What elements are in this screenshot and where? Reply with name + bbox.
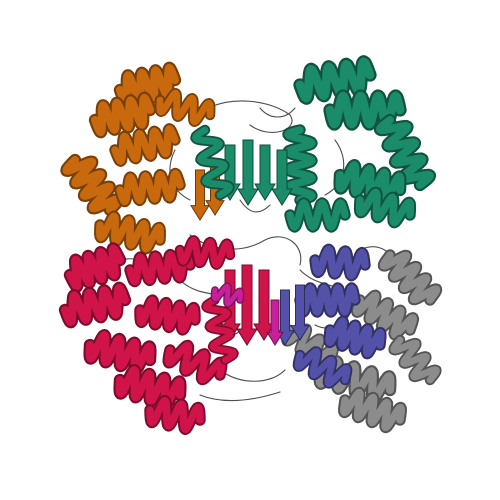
- teal-6-helix: [284, 197, 351, 233]
- chain-magenta: [210, 282, 284, 346]
- chain-crimson: [58, 235, 275, 435]
- teal-d-strand: [271, 149, 293, 206]
- magenta-a-strand: [266, 299, 284, 346]
- orange-1-helix: [113, 61, 182, 109]
- blue-b-strand: [290, 284, 310, 341]
- crimson-b-strand: [236, 264, 258, 346]
- loop-0-coil: [204, 100, 293, 133]
- chain-blue: [275, 243, 387, 389]
- gray-1-helix: [377, 249, 443, 306]
- teal-4-helix: [282, 124, 318, 206]
- orange-3-helix: [60, 153, 125, 217]
- blue-1-helix: [309, 243, 371, 282]
- magenta-1-helix: [210, 282, 245, 308]
- orange-6-helix: [94, 210, 166, 255]
- blue-a-strand: [275, 289, 295, 346]
- blue-2-helix: [294, 282, 361, 318]
- crimson-9-helix: [174, 235, 236, 270]
- crimson-8-helix: [162, 339, 228, 386]
- crimson-7-helix: [134, 294, 201, 336]
- loop-7-coil: [239, 199, 271, 213]
- orange-5-helix: [114, 167, 186, 208]
- teal-b-strand: [237, 139, 259, 206]
- chain-teal: [190, 55, 437, 233]
- teal-7-helix: [353, 186, 417, 229]
- gray-4-helix: [338, 386, 407, 434]
- orange-7-helix: [154, 87, 216, 128]
- teal-1-helix: [293, 55, 377, 105]
- crimson-5-helix: [144, 395, 206, 435]
- teal-c-strand: [254, 144, 276, 201]
- orange-4-helix: [109, 123, 181, 167]
- chain-layer: [58, 55, 443, 435]
- orange-2-helix: [88, 91, 157, 139]
- crimson-1-helix: [63, 242, 127, 293]
- teal-8-helix: [190, 124, 235, 201]
- blue-3-helix: [323, 315, 387, 360]
- loop-11-coil: [259, 107, 296, 118]
- gray-2-helix: [350, 289, 420, 341]
- gray-5-helix: [388, 334, 442, 386]
- crimson-2-helix: [58, 281, 132, 329]
- loop-10-coil: [199, 391, 281, 402]
- blue-4-helix: [292, 346, 353, 389]
- crimson-10-helix: [201, 295, 239, 365]
- crimson-6-helix: [124, 247, 196, 288]
- chain-orange: [60, 61, 225, 255]
